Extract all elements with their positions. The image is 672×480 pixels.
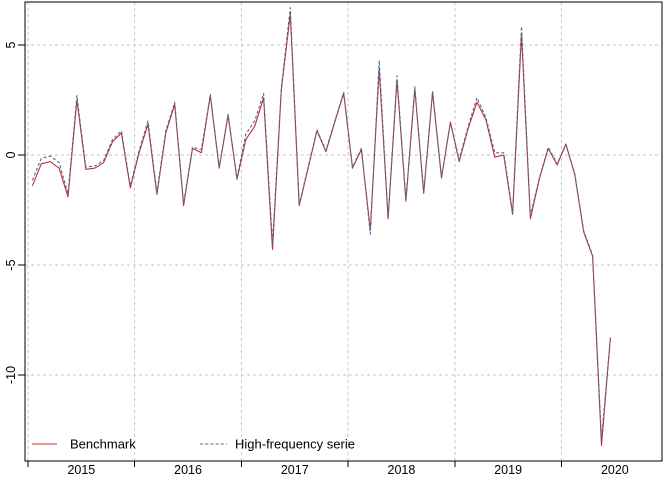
y-axis-tick-label-5: 5 [4,41,18,48]
x-axis-tick-label-2017: 2017 [281,463,309,477]
plot-border [24,1,663,462]
x-axis-tick-label-2019: 2019 [494,463,522,477]
series-line-high-frequency [31,7,611,440]
x-axis-tick-label-2020: 2020 [601,463,629,477]
legend-label-high-frequency: High-frequency serie [235,437,355,452]
x-axis-tick-label-2018: 2018 [388,463,416,477]
y-axis-tick-label--5: -5 [4,259,18,270]
x-axis-tick-label-2015: 2015 [67,463,95,477]
x-axis-tick-label-2016: 2016 [174,463,202,477]
legend-label-benchmark: Benchmark [70,437,136,452]
y-axis-tick-label-0: 0 [4,151,18,158]
y-axis-tick-label--10: -10 [4,366,18,384]
series-line-benchmark [31,13,611,446]
